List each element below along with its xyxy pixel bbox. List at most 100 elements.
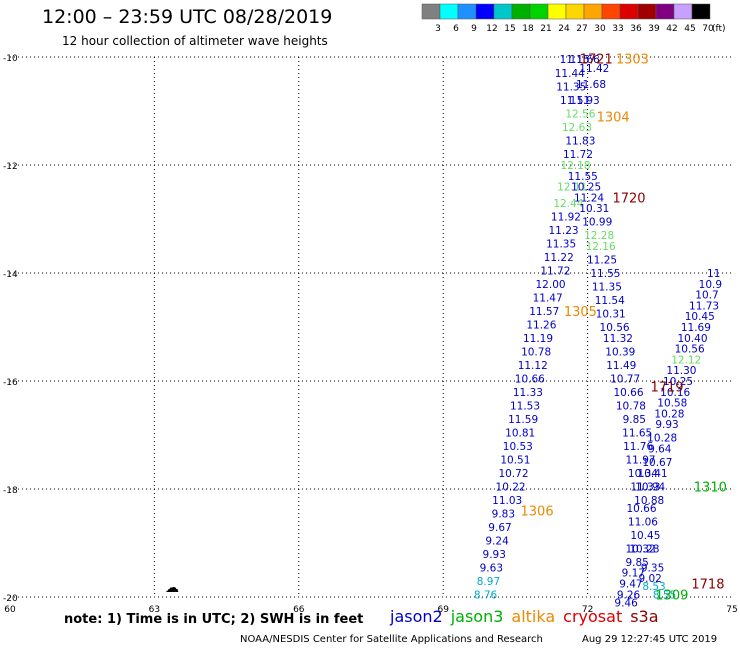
swh-point: 10.77 <box>610 373 640 385</box>
swh-point: 9.67 <box>488 522 511 534</box>
lon-tick-label: 60 <box>4 605 16 615</box>
track-label: 1718 <box>691 578 724 593</box>
swh-point: 11.72 <box>563 149 593 161</box>
swh-point: 11.72 <box>540 265 570 277</box>
swh-point: 11.24 <box>574 192 604 204</box>
swh-point: 10.45 <box>630 530 660 542</box>
legend-item-altika: altika <box>511 607 556 626</box>
swh-point: 10.56 <box>600 322 630 334</box>
color-bar-swatch <box>619 3 639 20</box>
track-label: 1304 <box>597 110 630 125</box>
swh-point: 9.63 <box>480 562 503 574</box>
swh-point: 11.69 <box>681 322 711 334</box>
swh-point: 10.7 <box>695 290 718 302</box>
swh-point: 11.68 <box>576 79 606 91</box>
swh-point: 10.45 <box>685 311 715 323</box>
track-label: 1719 <box>650 380 683 395</box>
plot-marker-icon: ☁ <box>165 580 179 596</box>
color-bar-label: 6 <box>453 24 459 34</box>
swh-point: 11.26 <box>526 319 556 331</box>
swh-point: 11.15 <box>560 54 590 66</box>
track-label: 1721 <box>580 53 613 68</box>
swh-point: 9.85 <box>623 414 646 426</box>
swh-point: 10.78 <box>616 400 646 412</box>
swh-point: 11.12 <box>518 360 548 372</box>
swh-point: 11 <box>707 268 720 280</box>
swh-point: 11.06 <box>628 516 658 528</box>
swh-point: 10.31 <box>579 203 609 215</box>
satellite-legend: jason2 jason3 altika cryosat s3a <box>390 607 667 626</box>
swh-point: 10.72 <box>498 468 528 480</box>
color-bar-label: 9 <box>471 24 477 34</box>
color-bar-swatch <box>421 3 441 20</box>
swh-point: 11.42 <box>579 63 609 75</box>
color-bar-label: 21 <box>540 24 551 34</box>
color-bar-label: 27 <box>576 24 587 34</box>
swh-point: 11.65 <box>622 427 652 439</box>
swh-point: 11.47 <box>533 292 563 304</box>
swh-point: 10.28 <box>629 543 659 555</box>
lon-tick-label: 69 <box>437 605 449 615</box>
swh-point: 10.39 <box>605 346 635 358</box>
color-bar-swatch <box>583 3 603 20</box>
swh-point: 10.32 <box>626 543 656 555</box>
swh-point: 9.17 <box>622 568 645 580</box>
swh-point: 12.00 <box>536 279 566 291</box>
footer-timestamp: Aug 29 12:27:45 UTC 2019 <box>582 634 718 645</box>
swh-point: 9.64 <box>648 444 672 456</box>
swh-point: 11.83 <box>565 136 595 148</box>
color-bar-swatch <box>691 3 711 20</box>
lon-tick-label: 66 <box>293 605 305 615</box>
lat-tick-label: -10 <box>3 54 18 64</box>
swh-point: 10.66 <box>613 387 643 399</box>
color-bar-label: 45 <box>684 24 695 34</box>
swh-point: 11.92 <box>551 211 581 223</box>
lon-tick-label: 63 <box>149 605 160 615</box>
swh-point: 12.28 <box>584 230 614 242</box>
color-bar-swatch <box>601 3 621 20</box>
swh-point: 11.33 <box>513 387 543 399</box>
swh-point: 10.34 <box>628 468 658 480</box>
lat-tick-label: -16 <box>3 378 18 388</box>
swh-point: 11.66 <box>570 54 600 66</box>
swh-point: 10.99 <box>582 217 612 229</box>
swh-color-bar: 3 6 9 12 15 18 21 24 27 30 33 36 39 42 45 70(ft) <box>421 3 726 34</box>
swh-point: 9.83 <box>492 508 515 520</box>
swh-point: 11.59 <box>508 414 538 426</box>
swh-point: 9.47 <box>619 579 642 591</box>
swh-point: 12.44 <box>553 198 583 210</box>
color-bar-label: 18 <box>522 24 534 34</box>
swh-point: 10.58 <box>657 398 687 410</box>
color-bar-swatch <box>457 3 477 20</box>
color-bar-label: 12 <box>486 24 497 34</box>
swh-point: 11.51 <box>560 95 590 107</box>
swh-point: 10.94 <box>635 481 665 493</box>
color-bar-label: 42 <box>666 24 677 34</box>
swh-point: 11.97 <box>626 454 656 466</box>
swh-point: 11.30 <box>666 365 696 377</box>
swh-point: 11.55 <box>568 171 598 183</box>
track-label: 1303 <box>616 53 649 68</box>
color-bar-swatch <box>529 3 549 20</box>
lat-tick-label: -18 <box>3 486 18 496</box>
swh-point: 12.63 <box>562 122 592 134</box>
map-subtitle: 12 hour collection of altimeter wave hei… <box>62 34 328 48</box>
color-bar-label: 36 <box>630 24 642 34</box>
swh-point: 12.11 <box>557 182 587 194</box>
swh-point: 10.56 <box>675 344 705 356</box>
swh-point: 10.25 <box>663 376 693 388</box>
swh-point: 11.76 <box>623 441 653 453</box>
swh-point: 11.44 <box>555 68 585 80</box>
swh-point: 10.28 <box>647 433 677 445</box>
footer-credit: NOAA/NESDIS Center for Satellite Applica… <box>240 634 543 645</box>
swh-point: 10.67 <box>642 457 672 469</box>
legend-item-jason3: jason3 <box>450 607 504 626</box>
swh-point: 11.93 <box>570 95 600 107</box>
color-bar-swatch <box>673 3 693 20</box>
swh-point: 9.02 <box>638 573 661 585</box>
lat-tick-label: -14 <box>3 270 18 280</box>
swh-point: 10.22 <box>496 481 526 493</box>
swh-point: 10.40 <box>677 333 707 345</box>
track-label: 1305 <box>564 305 597 320</box>
swh-point: 11.57 <box>529 306 559 318</box>
